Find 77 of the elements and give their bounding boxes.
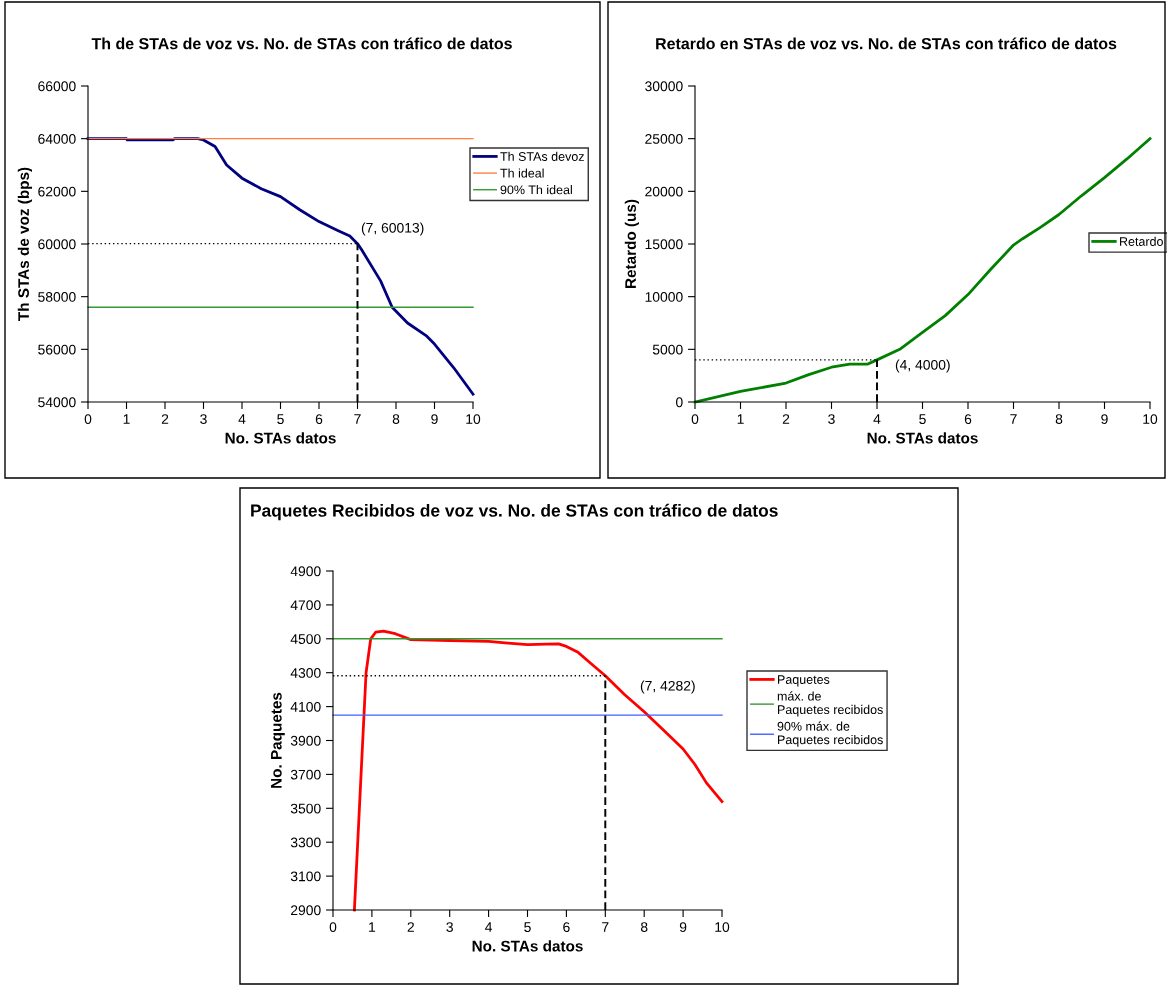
x-tick-label: 10 bbox=[715, 922, 730, 933]
y-tick-label: 30000 bbox=[645, 81, 683, 92]
x-tick-label: 9 bbox=[431, 414, 438, 425]
x-tick-label: 1 bbox=[737, 414, 744, 424]
x-axis-title: No. STAs datos bbox=[867, 432, 978, 444]
x-tick-label: 4 bbox=[485, 922, 493, 932]
y-tick-label: 3900 bbox=[290, 735, 321, 746]
x-tick-label: 3 bbox=[200, 414, 207, 425]
x-tick-label: 2 bbox=[782, 414, 790, 424]
legend-label: 90% máx. de Paquetes recibidos bbox=[777, 721, 883, 747]
chart-title: Retardo en STAs de voz vs. No. de STAs con tráfico de datos bbox=[656, 37, 1117, 50]
y-tick-label: 4700 bbox=[290, 600, 321, 611]
legend-label: Paquetes bbox=[778, 675, 830, 687]
x-tick-label: 6 bbox=[563, 922, 570, 933]
y-tick-label: 0 bbox=[676, 397, 683, 408]
y-axis-title: Retardo (us) bbox=[624, 199, 640, 288]
y-tick-label: 58000 bbox=[38, 292, 76, 302]
legend-label: Retardo bbox=[1120, 236, 1163, 246]
x-tick-label: 8 bbox=[1055, 414, 1063, 425]
x-tick-label: 10 bbox=[1143, 414, 1158, 425]
x-tick-label: 9 bbox=[1101, 414, 1108, 425]
y-tick-label: 56000 bbox=[38, 344, 76, 355]
x-tick-label: 5 bbox=[919, 414, 926, 425]
x-tick-label: 0 bbox=[691, 414, 699, 425]
x-tick-label: 5 bbox=[277, 414, 284, 425]
y-axis-title: Th STAs de voz (bps) bbox=[17, 167, 33, 321]
legend-label: máx. de Paquetes recibidos bbox=[777, 691, 883, 717]
y-tick-label: 3100 bbox=[290, 871, 321, 882]
x-tick-label: 8 bbox=[640, 922, 648, 933]
x-tick-label: 10 bbox=[466, 414, 481, 425]
y-tick-label: 25000 bbox=[645, 134, 683, 144]
y-tick-label: 54000 bbox=[38, 397, 76, 408]
x-tick-label: 1 bbox=[123, 414, 130, 424]
x-tick-label: 4 bbox=[873, 414, 881, 424]
x-tick-label: 0 bbox=[329, 922, 337, 933]
x-tick-label: 1 bbox=[369, 922, 376, 932]
y-tick-label: 62000 bbox=[38, 186, 76, 197]
legend-label: Th STAs devoz bbox=[500, 151, 584, 161]
x-tick-label: 2 bbox=[161, 414, 169, 424]
x-tick-label: 3 bbox=[828, 414, 835, 425]
x-tick-label: 6 bbox=[315, 414, 323, 425]
y-axis-title: No. Paquetes bbox=[271, 692, 285, 788]
y-tick-label: 20000 bbox=[645, 186, 683, 197]
y-tick-label: 3700 bbox=[290, 769, 321, 780]
y-tick-label: 4500 bbox=[290, 634, 321, 644]
x-tick-label: 2 bbox=[407, 922, 414, 932]
annotation: (7, 60013) bbox=[361, 222, 424, 236]
y-tick-label: 3500 bbox=[290, 803, 321, 814]
x-axis-title: No. STAs datos bbox=[472, 940, 583, 952]
legend-label: 90% Th ideal bbox=[500, 185, 572, 195]
y-tick-label: 3300 bbox=[290, 837, 321, 848]
y-tick-label: 15000 bbox=[645, 239, 683, 250]
x-tick-label: 7 bbox=[602, 922, 609, 932]
chart-title: Paquetes Recibidos de voz vs. No. de STAs con tráfico de datos bbox=[251, 503, 778, 521]
legend-label: Th ideal bbox=[500, 168, 544, 178]
x-tick-label: 9 bbox=[679, 922, 687, 933]
x-tick-label: 4 bbox=[238, 414, 246, 424]
x-tick-label: 6 bbox=[964, 414, 972, 425]
x-tick-label: 3 bbox=[446, 922, 453, 933]
y-tick-label: 60000 bbox=[38, 239, 76, 250]
y-tick-label: 66000 bbox=[38, 81, 76, 92]
x-axis-title: No. STAs datos bbox=[225, 432, 336, 444]
x-tick-label: 7 bbox=[354, 414, 361, 424]
annotation: (4, 4000) bbox=[895, 359, 950, 373]
y-tick-label: 64000 bbox=[38, 134, 76, 144]
x-tick-label: 0 bbox=[84, 414, 92, 425]
y-tick-label: 2900 bbox=[291, 905, 321, 916]
x-tick-label: 7 bbox=[1010, 414, 1017, 424]
y-tick-label: 4100 bbox=[290, 701, 321, 712]
x-tick-label: 5 bbox=[524, 922, 531, 933]
y-tick-label: 4300 bbox=[290, 668, 321, 678]
y-tick-label: 4900 bbox=[290, 566, 321, 577]
annotation: (7, 4282) bbox=[640, 680, 695, 694]
x-tick-label: 8 bbox=[392, 414, 400, 425]
y-tick-label: 10000 bbox=[645, 292, 683, 302]
chart-title: Th de STAs de voz vs. No. de STAs con tráfico de datos bbox=[91, 37, 512, 50]
y-tick-label: 5000 bbox=[652, 344, 683, 355]
